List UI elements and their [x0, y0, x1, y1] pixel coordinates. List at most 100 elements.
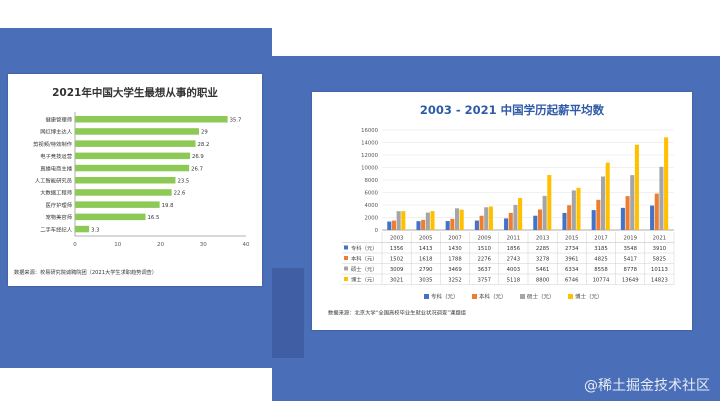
table-value: 3035 — [419, 278, 432, 284]
bar-3-5 — [547, 175, 552, 230]
bar-1-4 — [508, 212, 513, 230]
table-value: 3252 — [448, 278, 461, 284]
table-value: 4825 — [594, 257, 607, 263]
data-label: 3.3 — [91, 227, 99, 233]
table-year-label: 2003 — [390, 236, 403, 242]
bar-6 — [75, 189, 172, 196]
x-tick-label: 0 — [73, 242, 77, 248]
table-value: 14823 — [651, 278, 668, 284]
table-value: 1856 — [507, 246, 521, 252]
bar-3-6 — [576, 187, 581, 230]
bar-4 — [75, 164, 190, 172]
table-value: 2734 — [565, 246, 579, 252]
table-value: 5825 — [653, 257, 666, 263]
y-tick-label: 4000 — [365, 203, 379, 209]
table-value: 2285 — [536, 246, 549, 252]
bar-0-6 — [562, 212, 567, 230]
bar-1-8 — [625, 196, 630, 230]
table-series-label: 硕士（元） — [351, 265, 378, 273]
table-value: 8800 — [536, 278, 550, 284]
data-label: 28.2 — [198, 142, 210, 148]
salary-chart-card: 2003 - 2021 中国学历起薪平均数 0 2000 4000 6000 8000 10… — [312, 92, 692, 330]
table-value: 3278 — [536, 257, 550, 263]
table-series-label: 本科（元） — [351, 255, 378, 263]
table-value: 10113 — [651, 267, 668, 273]
y-tick-label: 6000 — [365, 191, 379, 197]
bar-3-9 — [664, 137, 669, 230]
table-value: 4003 — [507, 267, 520, 273]
table-value: 8778 — [623, 267, 637, 273]
legend-label: 博士（元） — [575, 293, 603, 301]
category-label: 健康管理师 — [46, 116, 73, 124]
bar-1-7 — [596, 199, 601, 230]
bar-3-8 — [634, 144, 639, 230]
data-label: 29 — [201, 130, 208, 136]
table-year-label: 2021 — [653, 236, 666, 242]
y-tick-label: 0 — [375, 228, 379, 234]
bar-2-8 — [630, 175, 635, 230]
source-note: 数据来源：北京大学“全国高校毕业生就业状况调查”课题组 — [328, 309, 467, 317]
table-series-label: 专科（元） — [351, 244, 378, 252]
bar-2-1 — [425, 212, 430, 230]
legend-label: 硕士（元） — [527, 293, 555, 301]
bar-0-5 — [533, 215, 538, 230]
bar-2-2 — [455, 208, 460, 230]
table-value: 6746 — [565, 278, 579, 284]
bar-1 — [75, 128, 199, 135]
table-value: 2743 — [507, 257, 520, 263]
table-value: 3185 — [594, 246, 607, 252]
bar-1-6 — [567, 205, 572, 230]
data-label: 26.7 — [191, 166, 203, 172]
watermark: @稀土掘金技术社区 — [584, 378, 710, 394]
bar-8 — [75, 213, 146, 221]
chart-title: 2021年中国大学生最想从事的职业 — [52, 86, 218, 99]
bar-1-1 — [421, 219, 426, 230]
legend-key — [520, 294, 525, 299]
category-label: 直播电商主播 — [40, 164, 72, 172]
category-label: 剪视频/特效制作 — [33, 140, 73, 148]
bar-0 — [75, 116, 228, 123]
bar-2-3 — [484, 207, 489, 230]
table-value: 3637 — [477, 267, 490, 273]
career-bar-chart: 2021年中国大学生最想从事的职业 0 10 20 30 40 健康管理师 35.7 网红博主达… — [14, 86, 250, 276]
bar-1-0 — [391, 220, 396, 230]
category-label: 宠物美容师 — [46, 213, 73, 221]
y-tick-label: 14000 — [361, 141, 378, 147]
bar-3-4 — [518, 198, 523, 230]
bar-5 — [75, 177, 176, 184]
category-label: 二手车经纪人 — [40, 225, 72, 233]
bar-0-3 — [474, 220, 479, 230]
chart-title: 2003 - 2021 中国学历起薪平均数 — [420, 103, 605, 117]
y-tick-label: 2000 — [365, 216, 379, 222]
table-value: 6334 — [565, 267, 579, 273]
table-year-label: 2007 — [448, 236, 461, 242]
table-year-label: 2011 — [507, 236, 520, 242]
data-label: 35.7 — [230, 118, 242, 124]
source-note: 数据来源：校易研究院诚聘院团（2021大学生求职趋势调查） — [14, 268, 157, 276]
bar-3-2 — [459, 209, 464, 230]
bar-9 — [75, 225, 90, 233]
bar-2-6 — [571, 190, 576, 230]
y-tick-label: 16000 — [361, 128, 378, 134]
data-label: 23.5 — [177, 179, 189, 185]
bar-2 — [75, 140, 196, 147]
x-tick-label: 40 — [243, 242, 250, 248]
bar-1-5 — [537, 209, 542, 230]
table-value: 13649 — [622, 278, 639, 284]
data-label: 22.6 — [174, 191, 186, 197]
salary-bar-chart: 2003 - 2021 中国学历起薪平均数 0 2000 4000 6000 8000 10… — [328, 103, 675, 317]
bar-7 — [75, 201, 160, 208]
category-label: 人工智能研究员 — [35, 177, 72, 185]
table-value: 8558 — [594, 267, 608, 273]
background-notch — [272, 268, 304, 358]
bar-0-9 — [650, 205, 655, 230]
table-value: 3548 — [623, 246, 637, 252]
table-year-label: 2017 — [594, 236, 607, 242]
bar-2-4 — [513, 204, 518, 230]
table-value: 5461 — [536, 267, 549, 273]
table-year-label: 2019 — [623, 236, 636, 242]
career-chart-card: 2021年中国大学生最想从事的职业 0 10 20 30 40 健康管理师 35.7 网红博主达… — [8, 74, 262, 286]
table-series-label: 博士（元） — [351, 276, 378, 284]
category-label: 大数据工程师 — [40, 189, 72, 197]
table-year-label: 2005 — [419, 236, 432, 242]
